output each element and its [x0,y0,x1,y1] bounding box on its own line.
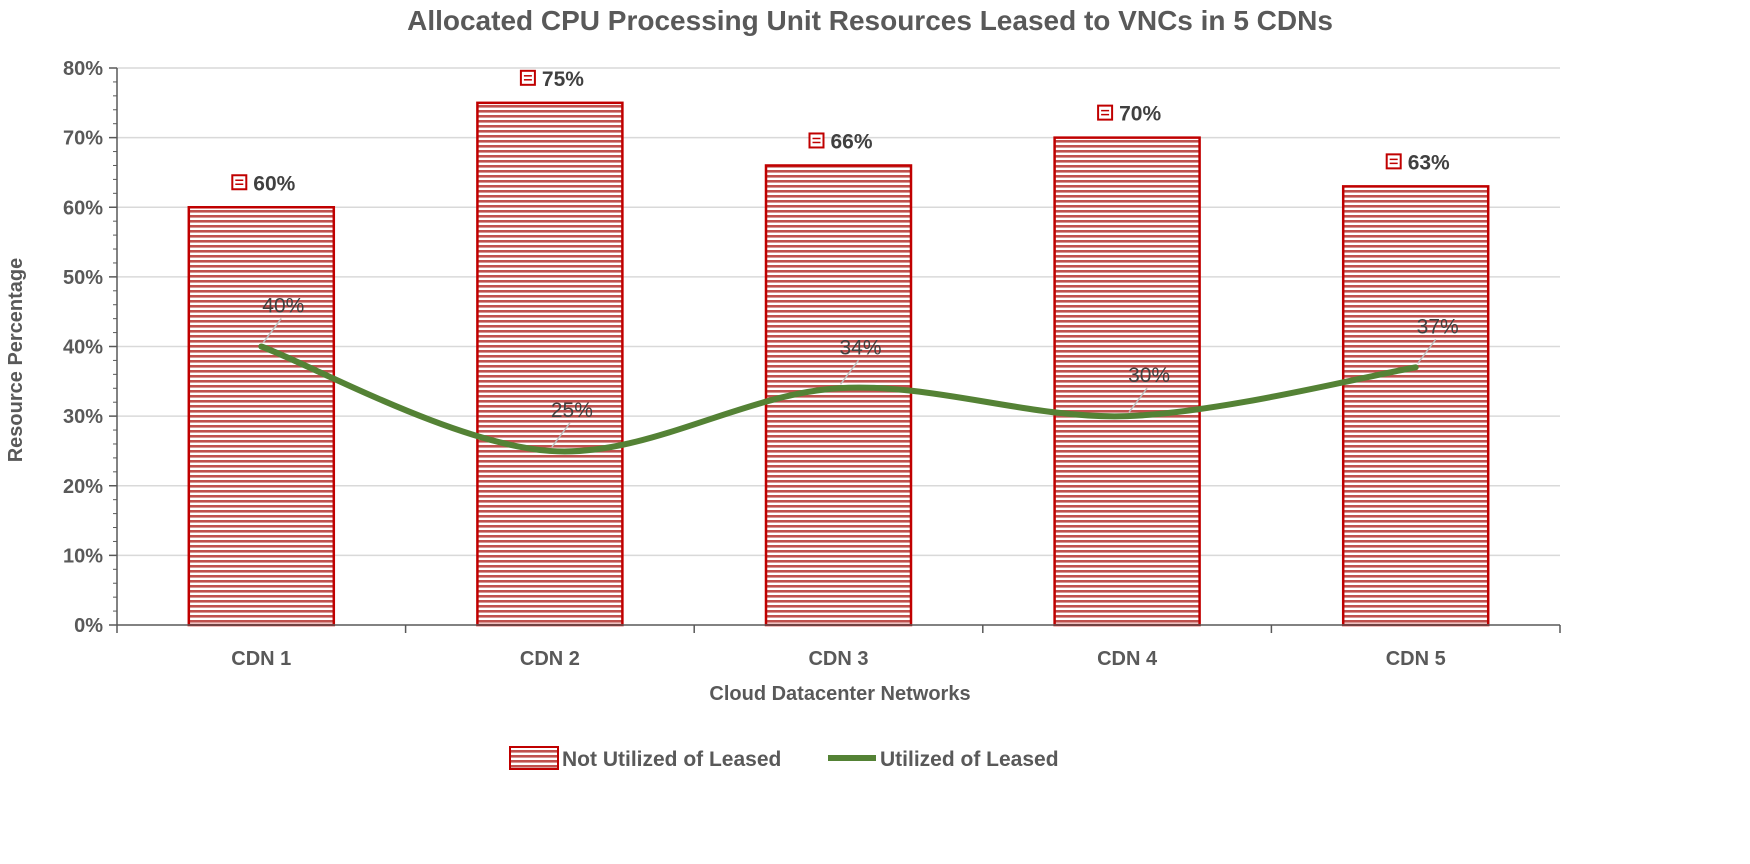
line-label-leader [262,318,282,343]
x-tick-label: CDN 3 [808,648,868,670]
line-label-leader [551,422,571,448]
x-tick-label: CDN 5 [1386,648,1446,670]
line-data-label: 40% [262,295,304,318]
bar-data-label: 70% [1119,103,1161,126]
bar-data-label: 63% [1408,151,1450,174]
line-label-leader [1128,387,1148,413]
bar-label-marker [519,69,536,86]
x-tick-label: CDN 4 [1097,648,1158,670]
legend-label-not-utilized: Not Utilized of Leased [562,748,781,771]
utilized-line [258,343,1419,455]
bar-2 [476,101,624,627]
bar-label-marker [1385,153,1402,170]
bar-4 [1053,136,1201,627]
line-data-label: 25% [551,399,593,422]
y-tick-label: 80% [63,58,103,80]
line-series [258,343,1419,455]
y-tick-label: 0% [74,615,103,637]
bar-data-label: 66% [831,130,873,153]
x-axis: CDN 1 CDN 2 CDN 3 CDN 4 CDN 5 [116,624,1561,670]
bar-label-marker [808,132,825,149]
chart-title: Allocated CPU Processing Unit Resources … [407,5,1333,36]
y-tick-label: 20% [63,476,103,498]
y-axis: 0% 10% 20% 30% 40% 50% 60% 70% 80% [63,58,118,637]
bar-5 [1341,185,1490,627]
line-label-leader [839,359,860,385]
bar-series [187,101,1490,627]
line-data-label: 34% [839,336,881,359]
bar-label-marker [231,174,248,191]
y-tick-label: 50% [63,267,103,289]
line-label-leader [1417,338,1437,364]
bar-1 [187,206,336,627]
y-tick-label: 30% [63,406,103,428]
x-tick-label: CDN 1 [231,648,291,670]
bar-data-label: 60% [253,172,295,195]
data-labels: 60% 75% 66% 70% 63% 40% 25% 34% 30% 37% [231,68,1459,448]
x-axis-title: Cloud Datacenter Networks [709,683,970,705]
y-tick-label: 60% [63,197,103,219]
line-data-label: 30% [1128,364,1170,387]
y-axis-title: Resource Percentage [5,258,27,463]
y-tick-label: 70% [63,128,103,150]
x-tick-label: CDN 2 [520,648,580,670]
y-tick-label: 10% [63,545,103,567]
bar-label-marker [1097,104,1114,121]
legend: Not Utilized of Leased Utilized of Lease… [509,746,1059,771]
legend-swatch-not-utilized [509,746,559,770]
line-data-label: 37% [1417,315,1459,338]
y-tick-label: 40% [63,337,103,359]
bar-data-label: 75% [542,68,584,91]
legend-label-utilized: Utilized of Leased [880,748,1059,771]
